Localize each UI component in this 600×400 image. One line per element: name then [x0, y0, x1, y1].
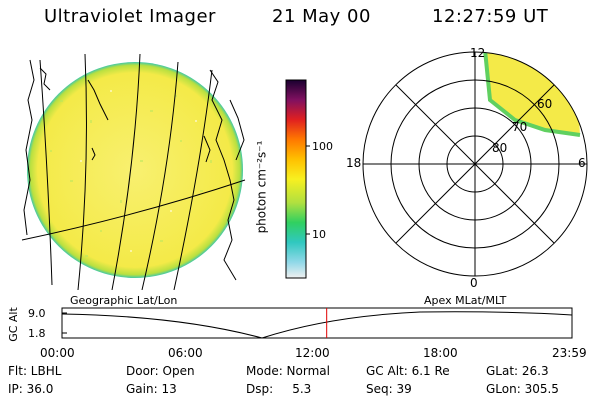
time-tick-0600: 06:00 [168, 346, 203, 360]
polar-grid [362, 51, 588, 277]
status-glon: GLon: 305.5 [486, 382, 559, 396]
timeline-y-min: 1.8 [28, 327, 46, 340]
colorbar [285, 79, 310, 279]
altitude-timeline [61, 307, 573, 339]
colorbar-tick-10: 10 [312, 228, 326, 241]
earth-disk [27, 62, 243, 278]
earth-image [21, 53, 246, 290]
mlt-label-18: 18 [346, 156, 362, 170]
mlat-label-70: 70 [512, 120, 528, 134]
time-tick-0000: 00:00 [40, 346, 75, 360]
mlat-label-60: 60 [537, 97, 553, 111]
mlt-label-12: 12 [470, 46, 486, 60]
mlat-label-80: 80 [492, 141, 508, 155]
timeline-right-title: Apex MLat/MLT [424, 294, 507, 307]
auroral-data-region [485, 52, 580, 135]
status-filter: Flt: LBHL [8, 364, 62, 378]
time-tick-1800: 18:00 [423, 346, 458, 360]
timeline-y-max: 9.0 [28, 307, 46, 320]
altitude-curve [61, 311, 573, 339]
status-gain: Gain: 13 [126, 382, 177, 396]
timeline-frame [61, 307, 573, 339]
status-ip: IP: 36.0 [8, 382, 54, 396]
mlt-label-6: 6 [578, 156, 586, 170]
mlt-label-0: 0 [470, 276, 478, 290]
status-seq: Seq: 39 [366, 382, 412, 396]
status-glat: GLat: 26.3 [486, 364, 549, 378]
noise-speckle [50, 90, 212, 257]
app-title: Ultraviolet Imager [44, 6, 216, 27]
time-label: 12:27:59 UT [432, 6, 549, 27]
date-label: 21 May 00 [272, 6, 371, 27]
coastlines [23, 59, 245, 281]
colorbar-gradient [285, 79, 307, 279]
status-dsp: Dsp: 5.3 [246, 382, 312, 396]
polar-plot [362, 51, 588, 277]
colorbar-unit-label: photon cm⁻²s⁻¹ [254, 140, 269, 234]
status-gc-alt: GC Alt: 6.1 Re [366, 364, 450, 378]
colorbar-tick-100: 100 [312, 140, 333, 153]
geographic-grid [21, 53, 246, 290]
status-mode: Mode: Normal [246, 364, 330, 378]
timeline-axis-label: GC Alt [6, 307, 20, 342]
timeline-left-title: Geographic Lat/Lon [70, 294, 178, 307]
time-tick-1200: 12:00 [295, 346, 330, 360]
time-tick-2359: 23:59 [552, 346, 587, 360]
status-door: Door: Open [126, 364, 195, 378]
